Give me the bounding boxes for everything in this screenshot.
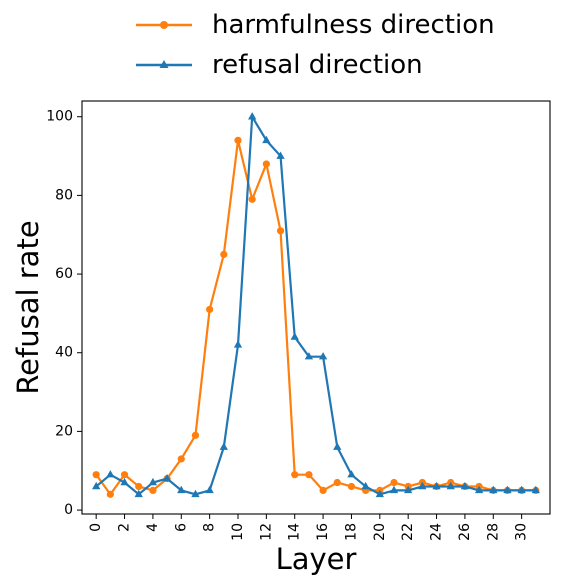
data-point (305, 471, 313, 479)
data-point (404, 485, 413, 494)
y-tick-label: 40 (55, 345, 73, 361)
data-point (135, 482, 143, 491)
x-tick-label: 26 (457, 523, 473, 541)
data-point (248, 195, 256, 203)
data-point (318, 352, 328, 360)
data-point (162, 474, 172, 482)
data-point (531, 485, 540, 494)
data-point (191, 489, 200, 498)
data-point (446, 481, 455, 490)
data-point (219, 442, 228, 450)
data-point (106, 470, 115, 478)
data-point (503, 485, 512, 494)
x-tick-label: 20 (372, 523, 388, 541)
legend-label: refusal direction (212, 50, 423, 80)
data-point (262, 160, 270, 168)
data-point (460, 481, 470, 490)
data-point (276, 227, 285, 235)
series-line (95, 139, 536, 496)
data-point (92, 481, 101, 490)
x-tick-label: 2 (117, 523, 133, 532)
y-tick-label: 80 (55, 187, 73, 203)
x-tick-label: 30 (514, 523, 530, 541)
x-tick-label: 10 (230, 523, 246, 541)
series-line (95, 115, 536, 496)
x-tick-label: 22 (400, 523, 416, 541)
data-point (262, 135, 271, 144)
x-tick-label: 14 (287, 523, 303, 541)
data-point (248, 112, 257, 120)
y-tick-label: 0 (64, 502, 73, 518)
x-tick-label: 12 (258, 523, 274, 541)
plot-frame (81, 100, 551, 515)
x-tick-label: 6 (173, 523, 189, 532)
x-tick-label: 0 (88, 523, 104, 532)
data-point (333, 478, 341, 487)
x-tick-label: 24 (429, 523, 445, 541)
series-layer (92, 112, 540, 498)
y-tick-label: 100 (46, 109, 73, 125)
series-0 (92, 136, 540, 498)
data-point (319, 486, 327, 494)
x-tick-label: 18 (343, 523, 359, 541)
data-point (220, 250, 228, 258)
data-point (390, 478, 398, 487)
data-point (120, 471, 129, 479)
data-point (92, 471, 100, 479)
legend-label: harmfulness direction (212, 10, 495, 40)
data-point (489, 485, 498, 494)
y-axis-label: Refusal rate (11, 220, 45, 394)
data-point (375, 489, 384, 498)
x-tick-label: 28 (485, 523, 501, 541)
x-tick-label: 4 (145, 523, 161, 532)
data-point (234, 136, 242, 144)
data-point (177, 455, 185, 463)
data-point (418, 481, 427, 490)
data-point (389, 485, 399, 494)
data-point (149, 486, 157, 494)
x-axis: 0 2 4 6 8 10 12 14 16 18 20 22 24 26 28 30 (88, 514, 530, 541)
data-point (120, 477, 129, 486)
y-tick-label: 20 (55, 423, 73, 439)
data-point (347, 482, 356, 491)
data-point (432, 481, 441, 490)
x-tick-label: 16 (315, 523, 331, 541)
data-point (276, 151, 285, 159)
data-point (347, 470, 356, 478)
data-point (191, 431, 200, 439)
data-point (474, 485, 484, 494)
data-point (517, 485, 526, 494)
data-point (148, 477, 158, 486)
legend-marker (159, 60, 169, 68)
y-axis: 0 20 40 60 80 100 (46, 109, 82, 518)
data-point (333, 442, 342, 450)
data-point (177, 485, 186, 494)
data-point (205, 485, 214, 494)
data-point (304, 352, 314, 360)
x-axis-label: Layer (276, 542, 357, 576)
y-tick-label: 60 (55, 266, 73, 282)
data-point (291, 471, 299, 479)
data-point (106, 490, 114, 498)
data-point (233, 340, 243, 348)
data-point (206, 305, 214, 314)
data-point (134, 489, 143, 498)
x-tick-label: 8 (202, 523, 218, 532)
data-point (361, 481, 370, 490)
legend: harmfulness direction refusal direction (136, 10, 495, 80)
data-point (290, 332, 299, 340)
legend-marker (160, 21, 168, 29)
series-1 (92, 112, 540, 498)
